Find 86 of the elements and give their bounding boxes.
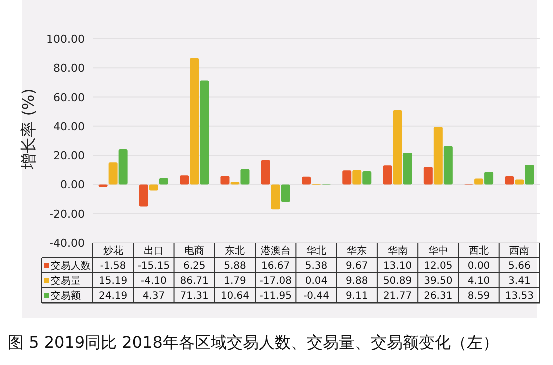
bar: [424, 167, 433, 185]
y-tick-label: 60.00: [54, 91, 85, 104]
bar: [362, 171, 372, 185]
bar: [302, 176, 311, 185]
text: 16.67: [262, 261, 290, 272]
bar: [149, 184, 158, 191]
y-tick-label: 40.00: [54, 120, 85, 134]
bar: [515, 180, 524, 185]
text: 9.11: [346, 291, 368, 302]
bar: [352, 170, 362, 185]
x-tick-label: 西北: [469, 245, 490, 257]
bar: [403, 152, 412, 185]
y-axis-title: 增长率 (%): [19, 88, 38, 170]
text: 3.41: [508, 276, 531, 287]
text: 5.66: [508, 261, 531, 272]
text: 1.79: [224, 276, 246, 287]
text: 13.53: [505, 291, 534, 302]
text: 39.50: [424, 276, 453, 287]
text: 13.10: [383, 261, 412, 272]
text: -4.10: [141, 276, 167, 287]
x-tick-label: 华东: [347, 245, 368, 257]
text: 4.37: [142, 291, 166, 302]
text: 0.04: [305, 276, 328, 287]
bar: [139, 184, 148, 207]
bar: [525, 165, 534, 185]
text: 50.89: [383, 276, 412, 287]
bar: [505, 176, 514, 185]
text: 12.05: [424, 261, 453, 272]
y-tick-label: 100.00: [46, 33, 85, 46]
text: 24.19: [99, 291, 128, 302]
text: 10.64: [220, 291, 250, 302]
y-tick-label: 20.00: [54, 150, 85, 163]
legend-label: 交易额: [51, 290, 81, 302]
text: 5.88: [224, 261, 246, 272]
y-tick-label: -20.00: [50, 208, 85, 221]
legend-label: 交易量: [51, 275, 81, 287]
bar: [200, 80, 210, 185]
text: -15.15: [138, 261, 170, 272]
y-tick-label: 0.00: [60, 178, 85, 192]
legend-label: 交易人数: [51, 260, 91, 272]
bar: [180, 176, 190, 185]
x-tick-label: 东北: [225, 245, 246, 257]
text: 4.10: [468, 276, 490, 287]
caption: 图 5 2019同比 2018年各区域交易人数、交易量、交易额变化（左）: [8, 333, 499, 352]
bar: [190, 58, 200, 185]
bar: [342, 170, 352, 185]
bar: [98, 184, 108, 188]
text: 6.25: [183, 261, 206, 272]
text: 86.71: [180, 276, 209, 287]
bar: [474, 178, 484, 185]
x-tick-label: 港澳台: [260, 245, 291, 257]
x-tick-label: 出口: [144, 245, 164, 257]
bar: [240, 169, 250, 185]
bar: [159, 178, 168, 185]
text: -11.95: [260, 291, 292, 302]
bar: [281, 184, 290, 202]
bar: [434, 127, 443, 185]
y-tick-label: -40.00: [50, 237, 85, 250]
text: -0.44: [304, 291, 330, 302]
bar: [261, 160, 270, 185]
text: 26.31: [424, 291, 453, 302]
x-tick-label: 华南: [388, 245, 408, 257]
bar: [393, 110, 402, 185]
x-tick-label: 炒花: [103, 245, 124, 257]
x-tick-label: 华中: [428, 245, 448, 257]
text: 9.88: [346, 276, 368, 287]
x-tick-label: 西南: [510, 245, 530, 257]
text: 8.59: [468, 291, 490, 302]
bar: [383, 166, 392, 185]
text: 9.67: [346, 261, 368, 272]
bar: [444, 146, 453, 185]
text: 0.00: [468, 261, 490, 272]
bar: [118, 149, 128, 185]
bar: [271, 184, 280, 210]
y-tick-label: 80.00: [54, 62, 85, 76]
bar: [220, 176, 230, 185]
text: -1.58: [100, 261, 126, 272]
bar: [484, 172, 494, 185]
text: -17.08: [260, 276, 292, 287]
x-tick-label: 华北: [306, 245, 326, 257]
text: 21.77: [383, 291, 412, 302]
bar: [108, 162, 118, 185]
text: 15.19: [99, 276, 128, 287]
text: 71.31: [180, 291, 209, 302]
text: 5.38: [305, 261, 328, 272]
x-tick-label: 电商: [184, 245, 205, 257]
